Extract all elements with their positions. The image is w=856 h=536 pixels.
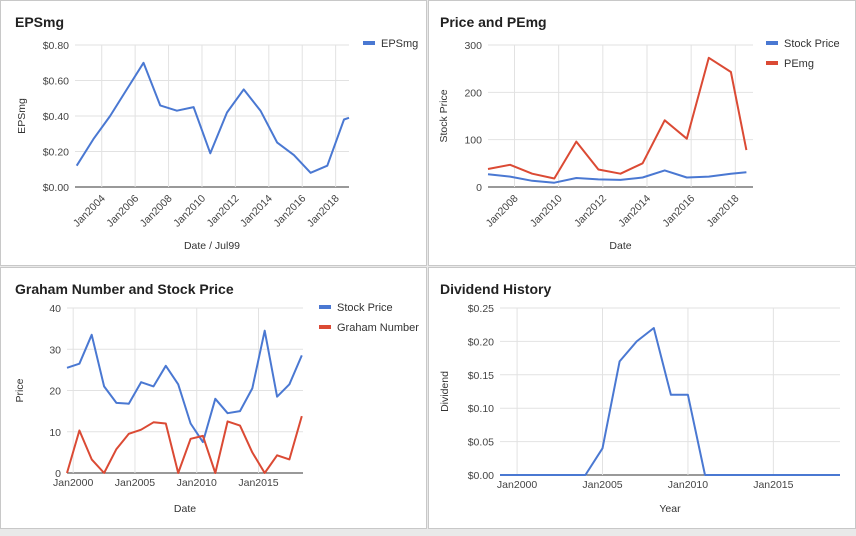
x-tick-label: Jan2016 xyxy=(660,193,697,230)
y-tick-label: $0.00 xyxy=(43,182,69,194)
x-axis-label: Year xyxy=(659,503,681,515)
x-tick-label: Jan2010 xyxy=(171,193,208,230)
y-tick-label: $0.15 xyxy=(468,370,494,382)
chart-panel-price-pemg: Price and PEmg 0 100 200 300 Jan2008 Jan2010 J… xyxy=(428,0,856,266)
y-tick-label: 200 xyxy=(464,87,482,99)
y-tick-label: 40 xyxy=(49,303,61,315)
series-line-stock-price xyxy=(487,169,747,184)
series-line-stock-price xyxy=(66,329,303,444)
x-tick-label: Jan2012 xyxy=(205,193,242,230)
legend-swatch xyxy=(363,41,375,45)
x-axis-label: Date / Jul99 xyxy=(184,240,240,252)
x-tick-label: Jan2016 xyxy=(271,193,308,230)
chart-panel-dividend: Dividend History $0.00 $0.05 $0.10 $0.15 $0.… xyxy=(428,267,856,529)
y-axis-label: Stock Price xyxy=(438,89,450,142)
y-tick-label: $0.25 xyxy=(468,303,494,315)
x-tick-label: Jan2005 xyxy=(582,479,622,491)
legend-label: PEmg xyxy=(784,58,814,70)
x-tick-label: Jan2012 xyxy=(572,193,609,230)
x-tick-label: Jan2008 xyxy=(138,193,175,230)
y-tick-label: $0.20 xyxy=(43,147,69,159)
x-tick-label: Jan2014 xyxy=(238,193,275,230)
x-tick-label: Jan2006 xyxy=(104,193,141,230)
y-tick-label: $0.80 xyxy=(43,40,69,52)
y-tick-label: 10 xyxy=(49,427,61,439)
series-line-series xyxy=(500,327,840,476)
y-tick-label: 300 xyxy=(464,40,482,52)
x-tick-label: Jan2000 xyxy=(53,477,93,489)
series-line-graham-number xyxy=(66,415,303,474)
y-tick-label: $0.00 xyxy=(468,470,494,482)
x-tick-label: Jan2004 xyxy=(71,193,108,230)
y-tick-label: $0.40 xyxy=(43,111,69,123)
chart-panel-graham: Graham Number and Stock Price 0 10 20 30 40 J… xyxy=(0,267,427,529)
y-tick-label: 100 xyxy=(464,135,482,147)
y-tick-label: $0.60 xyxy=(43,76,69,88)
chart-panel-epsmg: EPSmg $0.00 $0.20 $0.40 $0.60 $0.80 Jan2004 Ja… xyxy=(0,0,427,266)
y-tick-label: 0 xyxy=(476,182,482,194)
y-tick-label: 0 xyxy=(55,468,61,480)
legend-swatch xyxy=(766,41,778,45)
chart-title: Dividend History xyxy=(440,281,552,297)
x-tick-label: Jan2010 xyxy=(528,193,565,230)
y-axis-label: EPSmg xyxy=(16,98,28,134)
x-tick-label: Jan2010 xyxy=(668,479,708,491)
y-tick-label: $0.10 xyxy=(468,403,494,415)
legend-swatch xyxy=(319,325,331,329)
x-tick-label: Jan2000 xyxy=(497,479,537,491)
x-axis-label: Date xyxy=(174,503,196,515)
chart-svg: $0.00 $0.05 $0.10 $0.15 $0.20 $0.25 Jan2000 Jan… xyxy=(439,303,840,515)
legend-label: Stock Price xyxy=(784,38,840,50)
y-axis-label: Dividend xyxy=(439,371,451,412)
x-tick-label: Jan2015 xyxy=(753,479,793,491)
chart-title: Graham Number and Stock Price xyxy=(15,281,234,297)
x-tick-label: Jan2018 xyxy=(704,193,741,230)
legend-swatch xyxy=(319,305,331,309)
x-tick-label: Jan2008 xyxy=(484,193,521,230)
x-tick-label: Jan2014 xyxy=(616,193,653,230)
y-tick-label: $0.20 xyxy=(468,336,494,348)
chart-svg: $0.00$0.20$0.40$0.60$0.80Jan2004Jan2006J… xyxy=(16,38,418,252)
y-tick-label: $0.05 xyxy=(468,437,494,449)
series-line-epsmg xyxy=(75,61,350,174)
x-tick-label: Jan2010 xyxy=(177,477,217,489)
chart-title: Price and PEmg xyxy=(440,14,547,30)
x-axis-label: Date xyxy=(609,240,631,252)
y-axis-label: Price xyxy=(14,378,26,402)
legend-label: Stock Price xyxy=(337,302,393,314)
y-tick-label: 30 xyxy=(49,344,61,356)
y-tick-label: 20 xyxy=(49,386,61,398)
x-tick-label: Jan2015 xyxy=(238,477,278,489)
x-tick-label: Jan2005 xyxy=(115,477,155,489)
legend-label: EPSmg xyxy=(381,38,418,50)
x-tick-label: Jan2018 xyxy=(305,193,342,230)
legend-label: Graham Number xyxy=(337,322,419,334)
chart-title: EPSmg xyxy=(15,14,65,30)
legend-swatch xyxy=(766,61,778,65)
chart-svg: 0 10 20 30 40 Jan2000 Jan2005 Jan2010 Jan2015 Dat… xyxy=(14,302,419,515)
series-line-pemg xyxy=(487,56,748,180)
